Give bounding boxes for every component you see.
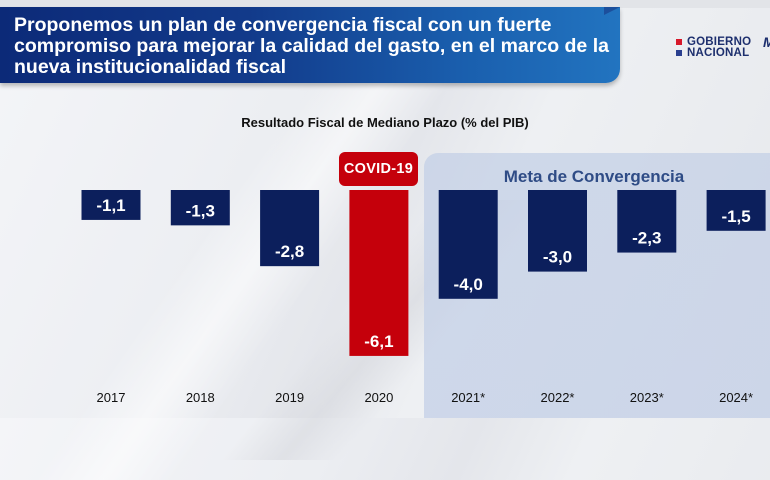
x-tick-label: 2018 [186,390,215,405]
x-tick-label: 2022* [541,390,575,405]
logo-line-1: GOBIERNO [687,35,752,48]
bar-value-label: -1,3 [186,201,215,220]
bar-2018 [170,190,230,226]
x-tick-label: 2017 [97,390,126,405]
bar-value-label: -2,3 [632,229,661,248]
top-strip [0,0,770,8]
bar-2021-projected [438,190,498,299]
x-tick-label: 2023* [630,390,664,405]
bar-value-label: -1,5 [721,207,750,226]
bar-2017 [81,190,141,220]
bar-value-label: -6,1 [364,332,393,351]
bar-2022-projected [528,190,587,272]
logo-red-square-icon [676,38,682,45]
logo-line-2: NACIONAL [687,46,750,59]
page-title: Proponemos un plan de convergencia fisca… [14,14,609,78]
x-tick-label: 2020 [364,390,393,405]
bar-2019 [260,190,320,267]
bar-value-label: -1,1 [96,196,125,215]
x-tick-label: 2019 [275,390,304,405]
bar-2024-projected [706,190,766,231]
banner-fold [604,7,620,15]
title-banner: Proponemos un plan de convergencia fisca… [0,7,620,83]
fiscal-result-bar-chart: -1,1 2017 -1,3 2018 -2,8 2019 -6,1 2020 -4,0 2021… [81,190,766,405]
bar-value-label: -4,0 [454,275,483,294]
chart-title: Resultado Fiscal de Mediano Plazo (% del… [241,115,529,130]
gobierno-nacional-logo: GOBIERNO NACIONAL [676,35,752,59]
ministry-logo-mark: M [763,34,770,50]
x-tick-label: 2024* [719,390,753,405]
logo-blue-square-icon [676,49,682,56]
bar-value-label: -2,8 [275,242,304,261]
convergence-target-label: Meta de Convergencia [503,167,685,186]
bar-value-label: -3,0 [543,248,572,267]
covid-19-badge: COVID-19 [339,152,418,186]
bar-2023-projected [617,190,677,253]
x-tick-label: 2021* [451,390,485,405]
bar-2020 [349,190,409,356]
